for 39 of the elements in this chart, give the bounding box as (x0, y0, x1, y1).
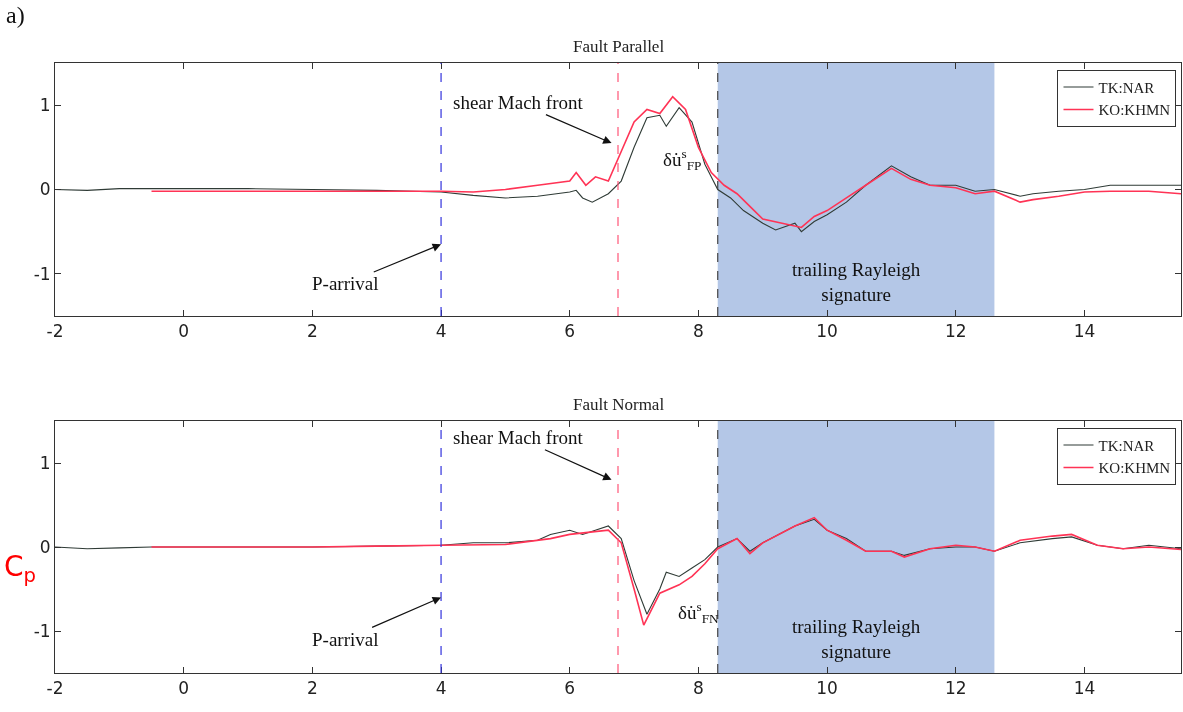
x-tick-label: 6 (564, 321, 576, 342)
annotation: P-arrival (312, 629, 379, 650)
chart-title: Fault Parallel (573, 37, 665, 56)
x-tick-label: 10 (816, 321, 838, 342)
y-tick-label: 0 (39, 536, 51, 557)
chart-title: Fault Normal (573, 395, 665, 414)
x-tick-label: 0 (178, 678, 190, 699)
x-tick-label: -2 (46, 321, 64, 342)
y-tick-label: 0 (39, 179, 51, 200)
legend-label: KO:KHMN (1098, 102, 1171, 119)
legend-label: KO:KHMN (1098, 460, 1171, 477)
band-label: trailing Rayleigh signature (792, 259, 921, 305)
y-tick-label: 1 (39, 452, 51, 473)
x-tick-label: 10 (816, 678, 838, 699)
text: a) (6, 2, 25, 28)
x-tick-label: 12 (944, 678, 967, 699)
x-tick-label: 4 (435, 678, 447, 699)
x-tick-label: 8 (693, 678, 704, 699)
x-tick-label: 8 (693, 321, 704, 342)
y-tick-label: -1 (33, 620, 51, 641)
x-tick-label: 4 (435, 321, 447, 342)
x-tick-label: 14 (1073, 678, 1096, 699)
text: C$_{p}$ (4, 550, 36, 587)
x-tick-label: -2 (46, 678, 64, 699)
legend-label: TK:NAR (1098, 79, 1155, 96)
x-tick-label: 2 (306, 321, 318, 342)
line-series (150, 95, 1181, 229)
x-tick-label: 14 (1073, 321, 1096, 342)
band-label: trailing Rayleigh signature (792, 616, 921, 662)
x-tick-label: 6 (564, 678, 576, 699)
annotation: shear Mach front (453, 427, 584, 448)
y-tick-label: 1 (39, 95, 51, 116)
legend-label: TK:NAR (1098, 437, 1155, 454)
y-tick-label: -1 (33, 263, 51, 284)
annotation: shear Mach front (453, 92, 584, 113)
annotation: P-arrival (312, 273, 379, 294)
x-tick-label: 0 (178, 321, 190, 342)
x-tick-label: 12 (944, 321, 967, 342)
x-tick-label: 2 (306, 678, 318, 699)
